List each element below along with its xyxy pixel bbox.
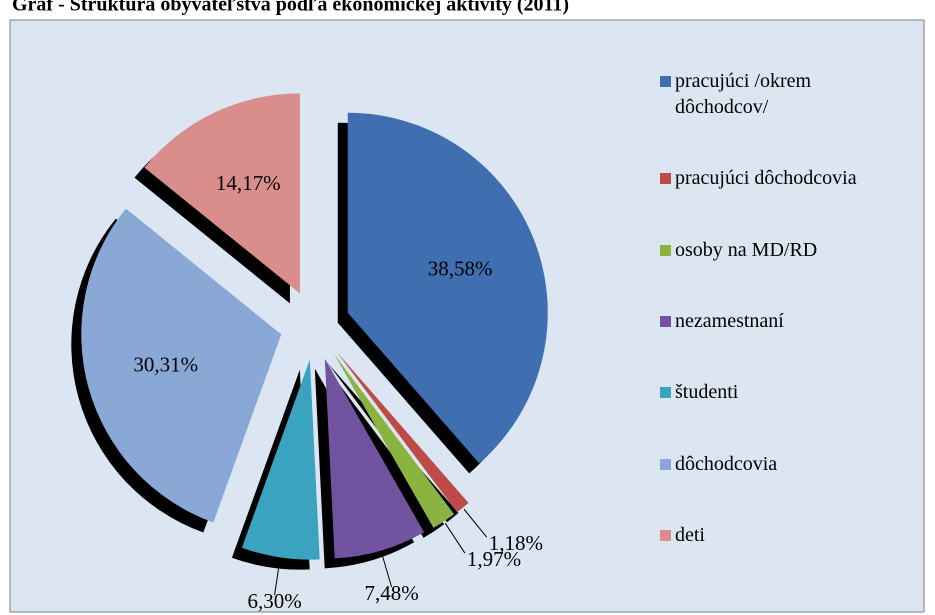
legend-swatch	[660, 76, 671, 87]
legend: pracujúci /okrem dôchodcov/pracujúci dôc…	[660, 68, 900, 548]
legend-item: dôchodcovia	[660, 451, 900, 477]
leader-line	[381, 552, 393, 588]
legend-label: pracujúci dôchodcovia	[675, 167, 857, 190]
data-label: 14,17%	[216, 171, 281, 195]
data-label: 38,58%	[428, 256, 493, 280]
slice	[324, 358, 425, 559]
legend-item: nezamestnaní	[660, 308, 900, 334]
legend-item: pracujúci /okrem dôchodcov/	[660, 68, 900, 120]
legend-label: nezamestnaní	[675, 309, 784, 332]
legend-label: pracujúci /okrem dôchodcov/	[675, 70, 812, 118]
slice-shadow	[324, 364, 445, 538]
leader-line	[463, 508, 488, 538]
slice	[337, 352, 469, 513]
chart-title: Graf - Štruktúra obyvateľstva podľa ekon…	[12, 0, 569, 16]
slice	[81, 208, 282, 523]
legend-label: deti	[675, 523, 705, 546]
legend-item: deti	[660, 522, 900, 548]
legend-swatch	[660, 458, 671, 470]
legend-label: osoby na MD/RD	[675, 238, 818, 261]
slice	[334, 354, 455, 528]
legend-swatch	[660, 387, 671, 399]
legend-swatch	[660, 529, 671, 541]
leader-line	[444, 522, 466, 554]
slice	[347, 112, 548, 464]
legend-label: dôchodcovia	[675, 452, 778, 475]
slice	[241, 359, 320, 560]
legend-label: študenti	[675, 381, 739, 404]
legend-item: pracujúci dôchodcovia	[660, 165, 900, 191]
data-label: 6,30%	[247, 589, 301, 613]
legend-swatch	[660, 244, 671, 256]
legend-swatch	[660, 315, 671, 327]
legend-item: študenti	[660, 379, 900, 405]
data-label: 1,18%	[489, 531, 543, 555]
data-label: 1,97%	[467, 547, 521, 571]
data-label: 30,31%	[133, 352, 198, 376]
slice	[144, 93, 300, 294]
data-label: 7,48%	[364, 581, 418, 605]
legend-item: osoby na MD/RD	[660, 237, 900, 263]
leader-line	[274, 559, 281, 596]
legend-swatch	[660, 173, 671, 185]
